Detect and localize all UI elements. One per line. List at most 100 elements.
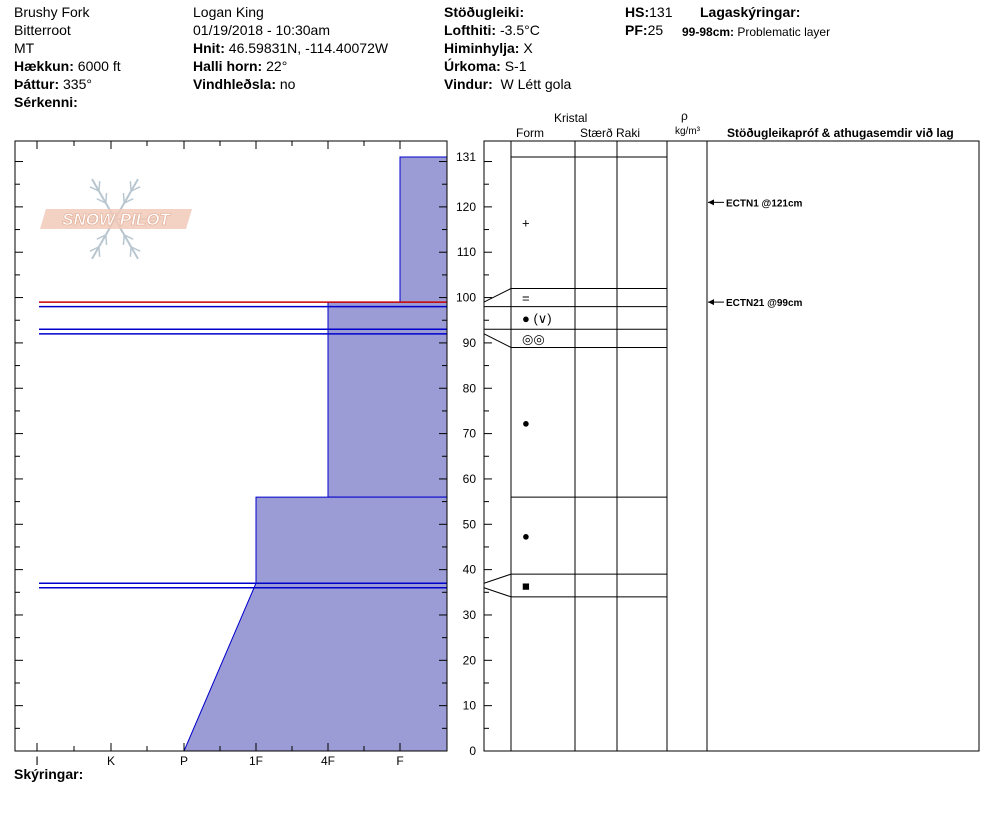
sky-value: X xyxy=(523,40,533,56)
stability-tests: ECTN1 @121cm ECTN21 @99cm xyxy=(708,198,803,309)
elevation-value: 6000 ft xyxy=(77,58,121,74)
notes-label: Skýringar: xyxy=(14,766,84,782)
sky-cover: Himinhylja: X xyxy=(444,40,533,56)
precip-value: S-1 xyxy=(504,58,527,74)
depth-tick-label: 20 xyxy=(463,653,477,667)
snow-pilot-logo: SNOW PILOT xyxy=(40,178,192,260)
highlight-lines xyxy=(39,301,447,589)
snowflake-branch xyxy=(98,246,101,257)
features-label: Sérkenni: xyxy=(14,94,78,110)
slope: Halli horn: 22° xyxy=(193,58,287,74)
col-density-unit: kg/m³ xyxy=(675,126,700,137)
depth-tick-label: 40 xyxy=(463,563,477,577)
layer-grain-form: ● xyxy=(522,415,530,430)
snowflake-branch xyxy=(129,181,132,192)
wind-loading-label: Vindhleðsla: xyxy=(193,76,276,92)
hardness-tick-label: P xyxy=(180,754,188,768)
test-arrow-head xyxy=(708,199,714,206)
depth-tick-label: 100 xyxy=(456,291,476,305)
snowflake-branch xyxy=(130,246,141,252)
snowflake-branch xyxy=(89,186,100,192)
layer-connector xyxy=(483,587,512,598)
elevation-label: Hækkun: xyxy=(14,58,74,74)
aspect: Þáttur: 335° xyxy=(14,76,92,92)
hardness-axis: I K P 1F 4F F xyxy=(35,141,404,768)
snowflake-branch xyxy=(105,234,108,245)
air-temp: Lofthiti: -3.5°C xyxy=(444,22,540,38)
logo-banner xyxy=(40,209,192,229)
location-name: Brushy Fork xyxy=(14,4,90,20)
layer-grain-form: ◎◎ xyxy=(522,331,545,346)
range-name: Bitterroot xyxy=(14,22,71,38)
test-result-label: ECTN1 @121cm xyxy=(726,198,803,209)
observer-name: Logan King xyxy=(193,4,264,20)
slope-label: Halli horn: xyxy=(193,58,263,74)
depth-tick-label: 60 xyxy=(463,472,477,486)
layer-grain-form: + xyxy=(522,216,530,231)
snowflake-branch xyxy=(122,193,125,204)
snowflake-branch xyxy=(130,186,141,192)
layer-grain-form: ● (∨) xyxy=(522,311,552,326)
aspect-label: Þáttur: xyxy=(14,76,60,92)
precip-label: Úrkoma: xyxy=(444,58,501,74)
elevation: Hækkun: 6000 ft xyxy=(14,58,121,74)
observation-datetime: 01/19/2018 - 10:30am xyxy=(193,22,330,38)
snowflake-branch xyxy=(123,234,134,240)
hardness-frame xyxy=(14,140,448,752)
depth-tick-label: 70 xyxy=(463,427,477,441)
snowflake-branch xyxy=(96,234,107,240)
aspect-value: 335° xyxy=(63,76,92,92)
layer-table-frame xyxy=(483,140,980,752)
depth-tick-label: 110 xyxy=(457,245,476,259)
snowflake-branch xyxy=(105,193,108,204)
depth-tick-label: 30 xyxy=(463,608,477,622)
slope-value: 22° xyxy=(266,58,288,74)
snowflake-branch xyxy=(129,246,132,257)
logo-text: SNOW PILOT xyxy=(62,210,171,229)
hardness-segment xyxy=(399,156,448,303)
coordinates: Hnit: 46.59831N, -114.40072W xyxy=(193,40,388,56)
test-result-label: ECTN21 @99cm xyxy=(726,298,803,309)
pf-label: PF: xyxy=(625,22,648,38)
hardness-tick-label: 4F xyxy=(321,754,335,768)
wind-value: W Létt gola xyxy=(500,76,572,92)
sky-label: Himinhylja: xyxy=(444,40,520,56)
hardness-fill xyxy=(183,156,448,752)
depth-tick-label: 90 xyxy=(463,336,477,350)
hardness-tick-label: K xyxy=(107,754,115,768)
depth-tick-label: 80 xyxy=(463,381,477,395)
air-temp-value: -3.5°C xyxy=(499,22,540,38)
coords-value: 46.59831N, -114.40072W xyxy=(228,40,389,56)
hardness-segment xyxy=(327,301,448,498)
air-temp-label: Lofthiti: xyxy=(444,22,497,38)
col-rho: ρ xyxy=(681,109,688,123)
col-size: Stærð xyxy=(580,126,613,140)
layer-grain-form: ● xyxy=(522,529,530,544)
stability-label: Stöðugleiki: xyxy=(444,4,525,20)
hs-value: 131 xyxy=(649,4,673,20)
legend-entry: 99-98cm: Problematic layer xyxy=(682,24,830,40)
col-stability-notes: Stöðugleikapróf & athugasemdir við lag xyxy=(727,126,954,140)
hardness-segment xyxy=(255,496,448,584)
snowflake-branch xyxy=(123,198,134,204)
layer-connector xyxy=(483,333,512,348)
depth-tick-label: 131 xyxy=(456,150,476,164)
col-moisture: Raki xyxy=(616,126,641,140)
hs-label: HS: xyxy=(625,4,650,20)
legend-text: Problematic layer xyxy=(737,25,831,39)
legend-range: 99-98cm: xyxy=(682,25,735,39)
wind-label: Vindur: xyxy=(444,76,493,92)
legend-label: Lagaskýringar: xyxy=(700,4,801,20)
wind-loading: Vindhleðsla: no xyxy=(193,76,295,92)
wind-loading-value: no xyxy=(279,76,296,92)
test-arrow-head xyxy=(708,299,714,306)
layer-table: + = ● (∨) ◎◎ ● ● ■ xyxy=(483,140,980,752)
depth-tick-label: 120 xyxy=(456,200,476,214)
state-name: MT xyxy=(14,40,35,56)
snowflake-branch xyxy=(122,234,125,245)
col-crystal: Kristal xyxy=(554,111,588,125)
depth-tick-label: 0 xyxy=(469,744,476,758)
coords-label: Hnit: xyxy=(193,40,225,56)
penetration-foot: PF:25 xyxy=(625,22,663,38)
